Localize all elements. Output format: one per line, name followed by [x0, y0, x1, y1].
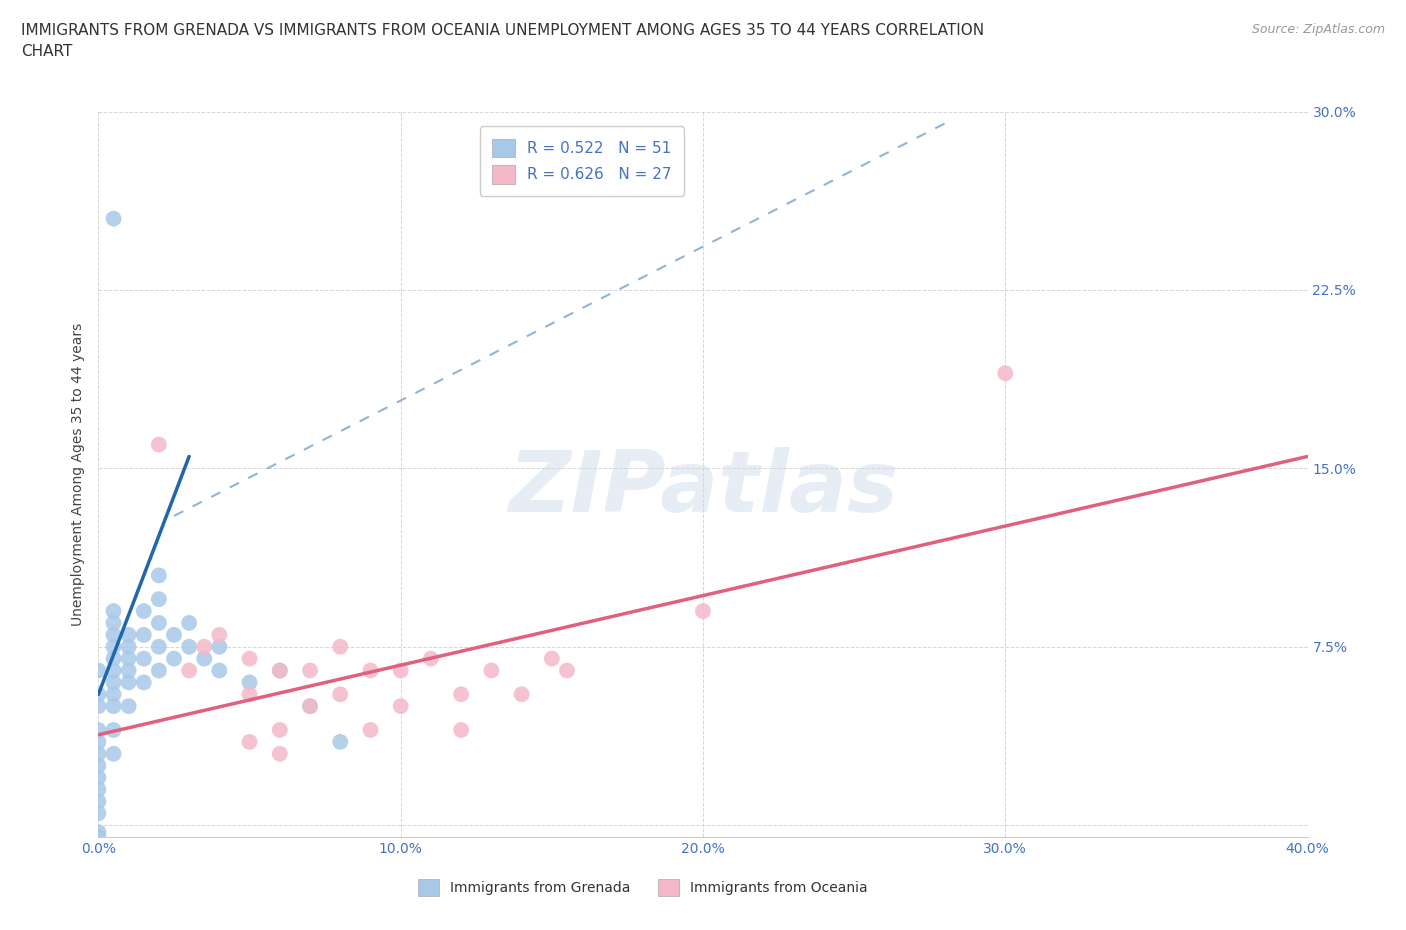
Point: [163, 651, 186, 666]
Point: [118, 675, 141, 690]
Point: [179, 663, 201, 678]
Point: [87, 758, 110, 773]
Point: [148, 616, 170, 631]
Point: [148, 591, 170, 606]
Point: [148, 663, 170, 678]
Point: [239, 675, 262, 690]
Point: [87, 830, 110, 844]
Point: [208, 639, 231, 654]
Point: [239, 651, 262, 666]
Point: [132, 651, 155, 666]
Point: [103, 211, 125, 226]
Point: [269, 663, 291, 678]
Point: [103, 604, 125, 618]
Text: ZIPatlas: ZIPatlas: [508, 447, 898, 530]
Point: [87, 825, 110, 840]
Point: [103, 663, 125, 678]
Point: [994, 365, 1017, 380]
Point: [208, 663, 231, 678]
Point: [103, 746, 125, 761]
Point: [132, 604, 155, 618]
Legend: Immigrants from Grenada, Immigrants from Oceania: Immigrants from Grenada, Immigrants from…: [411, 871, 875, 903]
Text: Source: ZipAtlas.com: Source: ZipAtlas.com: [1251, 23, 1385, 36]
Point: [329, 735, 352, 750]
Point: [299, 698, 322, 713]
Y-axis label: Unemployment Among Ages 35 to 44 years: Unemployment Among Ages 35 to 44 years: [70, 323, 84, 626]
Point: [87, 723, 110, 737]
Point: [193, 639, 215, 654]
Point: [118, 628, 141, 643]
Point: [87, 805, 110, 820]
Point: [87, 698, 110, 713]
Point: [450, 687, 472, 702]
Point: [692, 604, 714, 618]
Point: [510, 687, 533, 702]
Point: [179, 616, 201, 631]
Point: [360, 663, 382, 678]
Point: [103, 698, 125, 713]
Point: [103, 651, 125, 666]
Point: [269, 663, 291, 678]
Point: [87, 687, 110, 702]
Point: [118, 663, 141, 678]
Point: [420, 651, 443, 666]
Point: [299, 663, 322, 678]
Point: [555, 663, 578, 678]
Point: [103, 639, 125, 654]
Point: [389, 698, 412, 713]
Point: [87, 770, 110, 785]
Point: [132, 675, 155, 690]
Point: [87, 794, 110, 809]
Point: [269, 723, 291, 737]
Point: [269, 746, 291, 761]
Point: [118, 698, 141, 713]
Point: [239, 687, 262, 702]
Point: [481, 663, 503, 678]
Point: [163, 628, 186, 643]
Point: [148, 639, 170, 654]
Point: [208, 628, 231, 643]
Point: [329, 639, 352, 654]
Point: [148, 568, 170, 583]
Point: [103, 687, 125, 702]
Point: [193, 651, 215, 666]
Point: [103, 616, 125, 631]
Point: [360, 723, 382, 737]
Point: [87, 746, 110, 761]
Point: [540, 651, 562, 666]
Point: [87, 782, 110, 797]
Point: [132, 628, 155, 643]
Point: [87, 663, 110, 678]
Point: [103, 675, 125, 690]
Point: [329, 687, 352, 702]
Point: [239, 735, 262, 750]
Point: [103, 723, 125, 737]
Point: [179, 639, 201, 654]
Point: [118, 639, 141, 654]
Point: [87, 735, 110, 750]
Text: IMMIGRANTS FROM GRENADA VS IMMIGRANTS FROM OCEANIA UNEMPLOYMENT AMONG AGES 35 TO: IMMIGRANTS FROM GRENADA VS IMMIGRANTS FR…: [21, 23, 984, 60]
Point: [389, 663, 412, 678]
Point: [148, 437, 170, 452]
Point: [103, 628, 125, 643]
Point: [118, 651, 141, 666]
Point: [450, 723, 472, 737]
Point: [299, 698, 322, 713]
